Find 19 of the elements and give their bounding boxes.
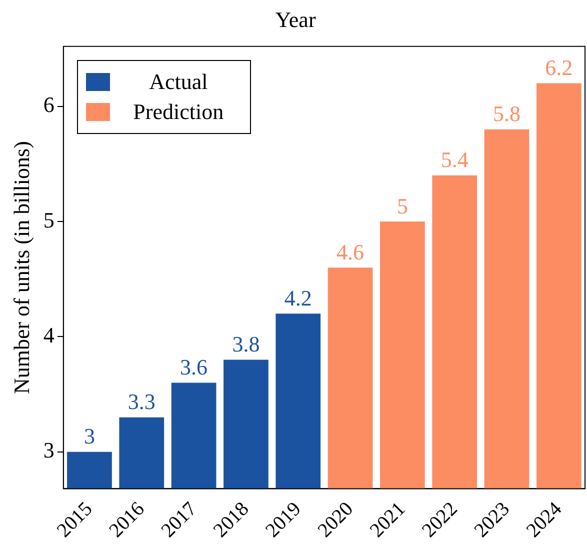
y-tick-label: 3 [43,438,54,463]
y-tick-label: 6 [43,92,54,118]
legend-label: Prediction [132,98,225,126]
y-axis-title: Number of units (in billions) [8,141,34,394]
x-tick-label: 2021 [366,498,410,542]
data-label: 3.8 [232,332,260,357]
data-label: 4.2 [284,285,312,310]
data-label: 3.6 [180,354,208,380]
legend-label: Actual [148,68,209,96]
data-label: 3 [84,424,95,449]
data-label: 6.2 [545,55,573,80]
data-label: 5.4 [440,147,468,172]
data-label: 4.6 [336,239,364,264]
data-label: 5.8 [493,101,521,126]
data-label: 5 [396,193,408,218]
y-tick-label: 4 [43,322,54,348]
data-label: 3.3 [128,389,156,414]
x-axis-title: Year [275,6,316,32]
y-tick-label: 5 [43,207,54,232]
